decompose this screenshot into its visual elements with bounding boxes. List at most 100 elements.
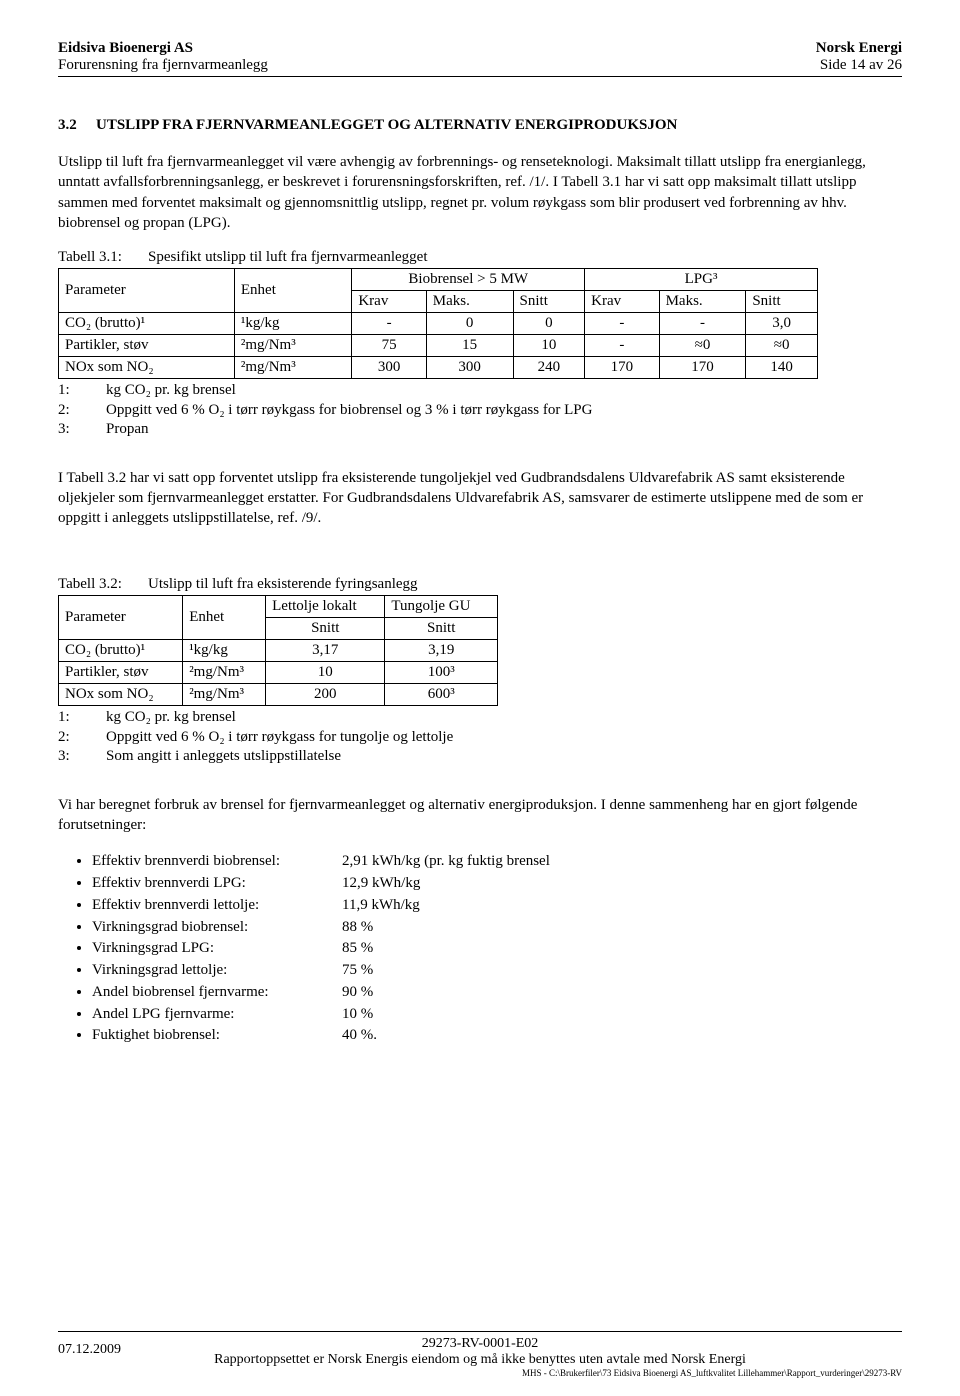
bullet-value: 12,9 kWh/kg — [342, 873, 420, 895]
t2-r2-param: NOx som NO₂ — [59, 684, 183, 706]
bullet-label: Andel biobrensel fjernvarme: — [92, 982, 342, 1004]
t1-r0-v5: 3,0 — [746, 313, 818, 335]
list-item: Andel biobrensel fjernvarme:90 % — [92, 982, 902, 1004]
t2-h-lett: Lettolje lokalt — [266, 596, 385, 618]
bullet-label: Virkningsgrad LPG: — [92, 938, 342, 960]
t2-h-unit: Enhet — [183, 596, 266, 640]
note-row: 1:kg CO₂ pr. kg brensel — [58, 381, 902, 401]
table-1: Parameter Enhet Biobrensel > 5 MW LPG³ K… — [58, 268, 818, 379]
note-label: 2: — [58, 728, 106, 748]
t1-h2-0: Krav — [352, 291, 426, 313]
paragraph-2: I Tabell 3.2 har vi satt opp forventet u… — [58, 468, 902, 529]
t1-r1-v0: 75 — [352, 335, 426, 357]
t1-r2-v2: 240 — [513, 357, 585, 379]
t1-r0-v2: 0 — [513, 313, 585, 335]
bullet-value: 40 %. — [342, 1025, 377, 1047]
note-label: 3: — [58, 420, 106, 440]
list-item: Effektiv brennverdi LPG:12,9 kWh/kg — [92, 873, 902, 895]
t2-r1-v1: 100³ — [385, 662, 498, 684]
note-row: 2:Oppgitt ved 6 % O₂ i tørr røykgass for… — [58, 728, 902, 748]
bullet-label: Virkningsgrad biobrensel: — [92, 917, 342, 939]
assumptions-list: Effektiv brennverdi biobrensel:2,91 kWh/… — [58, 851, 902, 1047]
header-right-sub: Side 14 av 26 — [820, 57, 902, 74]
table1-caption: Tabell 3.1:Spesifikt utslipp til luft fr… — [58, 249, 902, 266]
table-row: Partikler, støv ²mg/Nm³ 75 15 10 - ≈0 ≈0 — [59, 335, 818, 357]
bullet-label: Effektiv brennverdi lettolje: — [92, 895, 342, 917]
table-row: NOx som NO₂ ²mg/Nm³ 200 600³ — [59, 684, 498, 706]
t1-r1-param: Partikler, støv — [59, 335, 235, 357]
note-label: 1: — [58, 381, 106, 401]
t2-r0-param: CO₂ (brutto)¹ — [59, 640, 183, 662]
table2-caption-text: Utslipp til luft fra eksisterende fyring… — [148, 576, 418, 592]
t1-r0-v1: 0 — [426, 313, 513, 335]
t1-r2-v4: 170 — [659, 357, 746, 379]
note-text: Oppgitt ved 6 % O₂ i tørr røykgass for t… — [106, 728, 453, 748]
t1-r1-v1: 15 — [426, 335, 513, 357]
table-2: Parameter Enhet Lettolje lokalt Tungolje… — [58, 595, 498, 706]
t1-h2-4: Maks. — [659, 291, 746, 313]
t1-r0-v4: - — [659, 313, 746, 335]
note-row: 3:Som angitt i anleggets utslippstillate… — [58, 747, 902, 767]
document-page: Eidsiva Bioenergi AS Norsk Energi Forure… — [0, 0, 960, 1396]
list-item: Effektiv brennverdi lettolje:11,9 kWh/kg — [92, 895, 902, 917]
t2-h2-1: Snitt — [385, 618, 498, 640]
note-row: 1:kg CO₂ pr. kg brensel — [58, 708, 902, 728]
table2-header-row1: Parameter Enhet Lettolje lokalt Tungolje… — [59, 596, 498, 618]
t1-r2-v1: 300 — [426, 357, 513, 379]
header-left-bold: Eidsiva Bioenergi AS — [58, 40, 193, 57]
bullet-label: Effektiv brennverdi LPG: — [92, 873, 342, 895]
list-item: Effektiv brennverdi biobrensel:2,91 kWh/… — [92, 851, 902, 873]
t2-r2-unit: ²mg/Nm³ — [183, 684, 266, 706]
list-item: Andel LPG fjernvarme:10 % — [92, 1004, 902, 1026]
t2-h2-0: Snitt — [266, 618, 385, 640]
section-number: 3.2 — [58, 117, 96, 134]
note-text: Oppgitt ved 6 % O₂ i tørr røykgass for b… — [106, 401, 592, 421]
table-row: NOx som NO₂ ²mg/Nm³ 300 300 240 170 170 … — [59, 357, 818, 379]
table1-caption-text: Spesifikt utslipp til luft fra fjernvarm… — [148, 249, 428, 265]
t1-r1-v4: ≈0 — [659, 335, 746, 357]
list-item: Virkningsgrad LPG:85 % — [92, 938, 902, 960]
t1-h2-3: Krav — [585, 291, 659, 313]
header-row-sub: Forurensning fra fjernvarmeanlegg Side 1… — [58, 57, 902, 77]
bullet-value: 11,9 kWh/kg — [342, 895, 420, 917]
table1-notes: 1:kg CO₂ pr. kg brensel 2:Oppgitt ved 6 … — [58, 381, 902, 440]
bullet-value: 10 % — [342, 1004, 373, 1026]
note-row: 2:Oppgitt ved 6 % O₂ i tørr røykgass for… — [58, 401, 902, 421]
bullet-label: Effektiv brennverdi biobrensel: — [92, 851, 342, 873]
t1-r0-v0: - — [352, 313, 426, 335]
list-item: Virkningsgrad lettolje:75 % — [92, 960, 902, 982]
note-label: 3: — [58, 747, 106, 767]
table2-caption-label: Tabell 3.2: — [58, 576, 148, 593]
t1-r1-v5: ≈0 — [746, 335, 818, 357]
t2-r0-v0: 3,17 — [266, 640, 385, 662]
t1-h2-1: Maks. — [426, 291, 513, 313]
section-heading: 3.2UTSLIPP FRA FJERNVARMEANLEGGET OG ALT… — [58, 117, 902, 134]
table-row: Partikler, støv ²mg/Nm³ 10 100³ — [59, 662, 498, 684]
t1-r0-unit: ¹kg/kg — [234, 313, 351, 335]
t1-h-lpg: LPG³ — [585, 269, 818, 291]
bullet-label: Fuktighet biobrensel: — [92, 1025, 342, 1047]
paragraph-3: Vi har beregnet forbruk av brensel for f… — [58, 795, 902, 836]
note-text: Propan — [106, 420, 149, 440]
t2-r1-v0: 10 — [266, 662, 385, 684]
t2-h-tung: Tungolje GU — [385, 596, 498, 618]
t1-r2-v5: 140 — [746, 357, 818, 379]
footer-disclaimer: Rapportoppsettet er Norsk Energis eiendo… — [58, 1352, 902, 1368]
bullet-label: Virkningsgrad lettolje: — [92, 960, 342, 982]
table1-caption-label: Tabell 3.1: — [58, 249, 148, 266]
table2-caption: Tabell 3.2:Utslipp til luft fra eksister… — [58, 576, 902, 593]
bullet-label: Andel LPG fjernvarme: — [92, 1004, 342, 1026]
note-label: 2: — [58, 401, 106, 421]
header-right-bold: Norsk Energi — [816, 40, 902, 57]
footer-code: 29273-RV-0001-E02 — [58, 1336, 902, 1352]
t1-h-param: Parameter — [59, 269, 235, 313]
t1-r1-unit: ²mg/Nm³ — [234, 335, 351, 357]
table-row: CO₂ (brutto)¹ ¹kg/kg 3,17 3,19 — [59, 640, 498, 662]
t2-r1-param: Partikler, støv — [59, 662, 183, 684]
footer-path: MHS - C:\Brukerfiler\73 Eidsiva Bioenerg… — [58, 1368, 902, 1378]
bullet-value: 90 % — [342, 982, 373, 1004]
t1-r2-unit: ²mg/Nm³ — [234, 357, 351, 379]
t1-h-unit: Enhet — [234, 269, 351, 313]
t1-h-bio: Biobrensel > 5 MW — [352, 269, 585, 291]
header-left-sub: Forurensning fra fjernvarmeanlegg — [58, 57, 268, 74]
